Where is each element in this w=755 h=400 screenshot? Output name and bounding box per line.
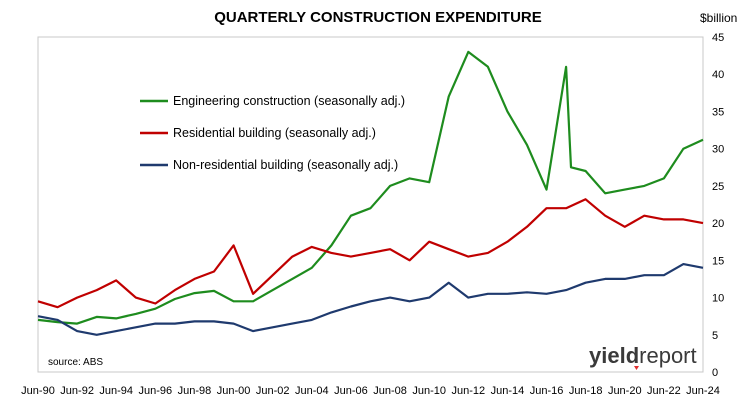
legend-label-residential: Residential building (seasonally adj.)	[173, 126, 376, 140]
y-tick-label: 45	[712, 32, 724, 44]
x-tick-label: Jun-24	[686, 385, 720, 397]
legend-label-engineering: Engineering construction (seasonally adj…	[173, 94, 405, 108]
logo-wordmark: yieldreport	[589, 343, 697, 368]
y-tick-label: 15	[712, 255, 724, 267]
y-tick-label: 40	[712, 69, 724, 81]
series-line-engineering	[37, 50, 704, 325]
y-tick-label: 30	[712, 144, 724, 156]
x-tick-label: Jun-12	[451, 385, 485, 397]
logo-part-yield: yield	[589, 343, 639, 368]
x-tick-label: Jun-18	[569, 385, 603, 397]
y-tick-label: 20	[712, 218, 724, 230]
x-tick-label: Jun-04	[295, 385, 329, 397]
y-tick-label: 10	[712, 293, 724, 305]
legend-label-non-residential: Non-residential building (seasonally adj…	[173, 158, 398, 172]
y-axis-unit: $billion	[700, 11, 737, 25]
source-note: source: ABS	[48, 357, 103, 368]
series-line-non-residential	[37, 263, 704, 336]
x-tick-label: Jun-94	[99, 385, 133, 397]
y-tick-label: 35	[712, 106, 724, 118]
series-layer	[37, 50, 704, 336]
y-tick-label: 25	[712, 181, 724, 193]
chart-title: QUARTERLY CONSTRUCTION EXPENDITURE	[214, 9, 542, 26]
x-tick-label: Jun-14	[491, 385, 525, 397]
x-axis: Jun-90 Jun-92 Jun-94 Jun-96 Jun-98 Jun-00 Jun-…	[21, 385, 720, 397]
x-tick-label: Jun-96	[139, 385, 173, 397]
logo-accent-icon	[634, 366, 639, 370]
series-line-residential	[37, 198, 704, 309]
legend: Engineering construction (seasonally adj…	[140, 94, 405, 172]
x-tick-label: Jun-00	[217, 385, 251, 397]
x-tick-label: Jun-08	[373, 385, 407, 397]
logo-part-report: report	[639, 343, 696, 368]
yieldreport-logo: yieldreport	[589, 343, 697, 370]
x-tick-label: Jun-06	[334, 385, 368, 397]
plot-frame	[37, 36, 704, 373]
x-tick-label: Jun-10	[412, 385, 446, 397]
y-axis: 0 5 10 15 20 25 30 35 40 45	[712, 32, 724, 379]
x-tick-label: Jun-20	[608, 385, 642, 397]
x-tick-label: Jun-02	[256, 385, 290, 397]
y-tick-label: 0	[712, 367, 718, 379]
x-tick-label: Jun-98	[178, 385, 212, 397]
x-tick-label: Jun-22	[647, 385, 681, 397]
y-tick-label: 5	[712, 330, 718, 342]
x-tick-label: Jun-92	[60, 385, 94, 397]
x-tick-label: Jun-16	[530, 385, 564, 397]
x-tick-label: Jun-90	[21, 385, 55, 397]
